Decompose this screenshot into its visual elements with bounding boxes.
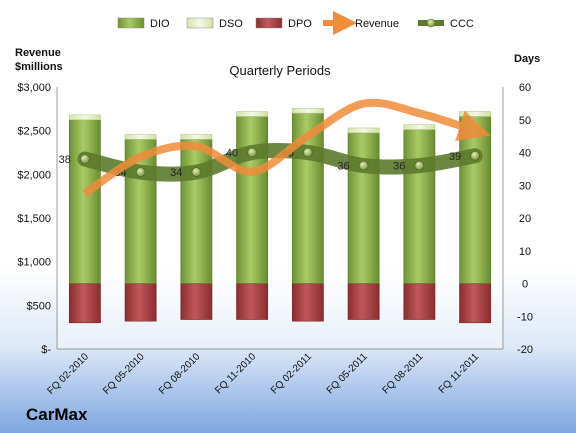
left-tick-label: $1,000 bbox=[17, 257, 51, 269]
dso-bar bbox=[403, 124, 436, 130]
ccc-point bbox=[191, 167, 202, 178]
dpo-bar bbox=[124, 283, 157, 322]
right-tick-label: 40 bbox=[519, 148, 531, 160]
dso-bar bbox=[459, 111, 492, 117]
dso-bar bbox=[347, 127, 380, 134]
bars-layer bbox=[68, 107, 492, 324]
category-label: FQ 05-2011 bbox=[325, 351, 370, 396]
legend-swatch bbox=[186, 17, 214, 29]
left-axis: $- $500 $1,000 $1,500 $2,000 $2,500 $3,000 bbox=[17, 82, 58, 356]
category-label: FQ 11-2010 bbox=[213, 351, 258, 396]
right-tick-label: -20 bbox=[517, 344, 533, 356]
dso-bar bbox=[236, 111, 269, 117]
right-tick-label: 30 bbox=[519, 180, 531, 192]
ccc-point bbox=[358, 160, 369, 171]
dso-bar bbox=[124, 134, 157, 140]
category-label: FQ 08-2010 bbox=[157, 351, 203, 397]
ccc-point bbox=[247, 147, 258, 158]
ccc-point bbox=[135, 167, 146, 178]
plot-area bbox=[57, 87, 503, 349]
ccc-point bbox=[470, 150, 481, 161]
legend-label: Revenue bbox=[355, 18, 399, 30]
category-label: FQ 05-2010 bbox=[101, 351, 147, 397]
category-label: FQ 11-2011 bbox=[437, 351, 482, 396]
left-axis-title-line2: $millions bbox=[15, 61, 63, 73]
legend-swatch bbox=[255, 17, 283, 29]
dpo-bar bbox=[291, 283, 324, 322]
legend-swatch bbox=[117, 17, 145, 29]
legend: DIO DSO DPO Revenue CCC bbox=[117, 11, 474, 35]
ccc-point bbox=[414, 160, 425, 171]
legend-label: DPO bbox=[288, 18, 312, 30]
left-tick-label: $2,500 bbox=[17, 126, 51, 138]
dio-bar bbox=[180, 139, 213, 284]
ccc-data-label: 34 bbox=[170, 167, 182, 179]
legend-swatch-marker bbox=[426, 18, 436, 28]
dpo-bar bbox=[403, 283, 436, 320]
ccc-data-label: 40 bbox=[226, 148, 238, 160]
category-label: FQ 02-2010 bbox=[45, 351, 91, 397]
dio-bar bbox=[347, 132, 380, 284]
legend-label: DSO bbox=[219, 18, 243, 30]
left-axis-title-line1: Revenue bbox=[15, 47, 61, 59]
right-tick-label: 60 bbox=[519, 82, 531, 94]
dio-bar bbox=[68, 119, 101, 284]
dio-bar bbox=[459, 116, 492, 284]
right-axis: -20 -10 0 10 20 30 40 50 60 bbox=[57, 82, 533, 356]
left-tick-label: $1,500 bbox=[17, 213, 51, 225]
left-tick-label: $2,000 bbox=[17, 169, 51, 181]
left-tick-label: $500 bbox=[27, 300, 51, 312]
ccc-data-label: 39 bbox=[449, 151, 461, 163]
right-tick-label: 20 bbox=[519, 213, 531, 225]
right-tick-label: 10 bbox=[519, 246, 531, 258]
legend-label: CCC bbox=[450, 18, 474, 30]
ccc-point bbox=[79, 154, 90, 164]
ccc-data-label: 36 bbox=[337, 161, 349, 173]
ccc-data-label: 38 bbox=[59, 154, 71, 166]
ccc-data-label: 36 bbox=[393, 161, 405, 173]
dso-bar bbox=[180, 134, 213, 140]
dpo-bar bbox=[236, 283, 269, 320]
dio-bar bbox=[236, 116, 269, 284]
dio-bar bbox=[403, 129, 436, 284]
revenue-layer bbox=[82, 98, 491, 197]
right-tick-label: -10 bbox=[517, 311, 533, 323]
brand-label: CarMax bbox=[26, 405, 88, 424]
left-tick-label: $- bbox=[41, 344, 51, 356]
dpo-bar bbox=[347, 283, 380, 320]
ccc-point bbox=[302, 147, 313, 158]
left-tick-label: $3,000 bbox=[17, 82, 51, 94]
right-tick-label: 50 bbox=[519, 115, 531, 127]
category-axis: FQ 02-2010 FQ 05-2010 FQ 08-2010 FQ 11-2010… bbox=[45, 351, 481, 397]
revenue-line bbox=[82, 98, 491, 197]
right-tick-label: 0 bbox=[522, 279, 528, 291]
dpo-bar bbox=[180, 283, 213, 320]
chart-title: Quarterly Periods bbox=[229, 63, 331, 78]
dpo-bar bbox=[459, 283, 492, 324]
dpo-bar bbox=[68, 283, 101, 324]
legend-label: DIO bbox=[150, 18, 170, 30]
category-label: FQ 02-2011 bbox=[269, 351, 314, 396]
right-axis-title: Days bbox=[514, 53, 540, 65]
dso-bar bbox=[68, 114, 101, 121]
category-label: FQ 08-2011 bbox=[381, 351, 426, 396]
dso-bar bbox=[291, 107, 324, 114]
